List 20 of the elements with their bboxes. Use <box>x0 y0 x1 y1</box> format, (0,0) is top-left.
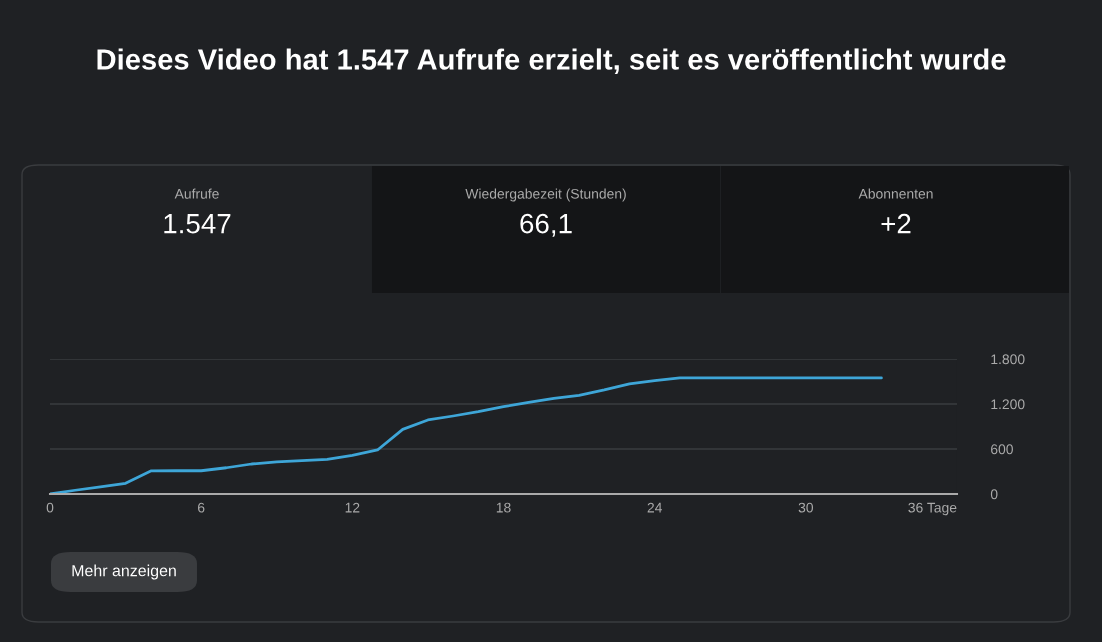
x-tick-label: 24 <box>647 502 662 513</box>
text: 66,1 <box>520 213 572 237</box>
y-tick-label: 0 <box>990 489 998 500</box>
text: Mehr anzeigen <box>72 564 176 580</box>
text: Abonnenten <box>858 188 933 199</box>
text: +2 <box>881 213 911 234</box>
x-tick-label: 30 <box>798 502 814 513</box>
y-tick-label: 1.800 <box>991 354 1025 365</box>
text: Wiedergabezeit (Stunden) <box>465 188 626 202</box>
text: Aufrufe <box>174 188 219 199</box>
x-tick-label: 12 <box>345 502 360 513</box>
text: 1.547 <box>164 214 231 234</box>
x-tick-label: 0 <box>46 502 54 513</box>
x-tick-label: 36 Tage <box>908 502 957 516</box>
x-tick-label: 6 <box>198 502 205 513</box>
line-series <box>50 376 883 494</box>
chart-title: Dieses Video hat 1.547 Aufrufe erzielt, seit es veröffentlicht wurde <box>97 48 1006 75</box>
y-tick-label: 600 <box>991 444 1013 455</box>
x-tick-label: 18 <box>496 502 511 513</box>
y-tick-label: 1.200 <box>991 399 1025 410</box>
